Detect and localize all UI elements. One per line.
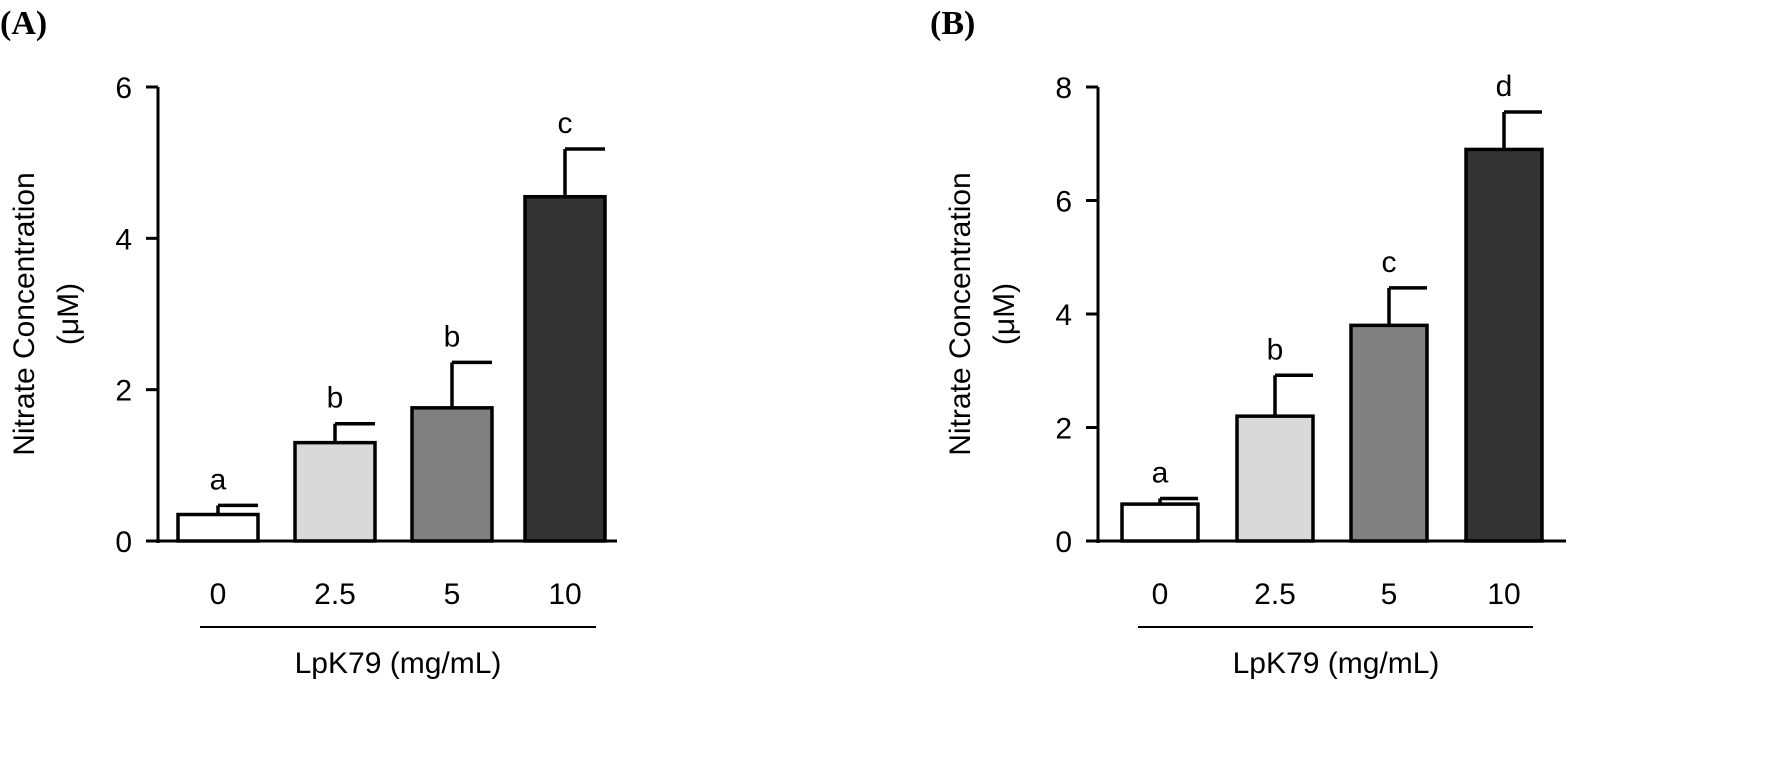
y-tick-label: 4: [1055, 299, 1072, 332]
panel-a-chart: (A) 0 2 4 6 a 0 b 2.5 b 5 c 10 Nitrate Concentration (…: [0, 5, 617, 680]
y-tick-label: 2: [1055, 413, 1072, 446]
y-tick-label: 4: [115, 223, 132, 256]
y-tick-label: 8: [1055, 72, 1072, 105]
significance-label: c: [558, 107, 573, 140]
significance-label: b: [1267, 333, 1284, 366]
x-axis-title: LpK79 (mg/mL): [1233, 647, 1440, 680]
panel-b-chart: (B) 0 2 4 6 8 a 0 b 2.5 c 5 d 10 Nitrate Concentration…: [930, 5, 1566, 680]
y-tick-label: 0: [115, 526, 132, 559]
bar: [293, 440, 377, 543]
x-tick-label: 10: [1487, 578, 1520, 611]
y-tick-label: 2: [115, 375, 132, 408]
x-tick-label: 0: [1152, 578, 1169, 611]
significance-label: a: [210, 463, 227, 496]
x-tick-label: 10: [548, 578, 581, 611]
y-axis-title: Nitrate Concentration: [8, 172, 41, 455]
significance-label: d: [1496, 70, 1513, 103]
x-tick-label: 2.5: [1254, 578, 1296, 611]
significance-label: b: [444, 320, 461, 353]
bar: [1120, 502, 1200, 543]
y-tick-label: 0: [1055, 526, 1072, 559]
x-tick-label: 0: [210, 578, 227, 611]
y-axis-unit: (μM): [52, 283, 85, 345]
panel-label: (B): [930, 5, 975, 42]
y-tick-label: 6: [1055, 186, 1072, 219]
x-tick-label: 5: [1381, 578, 1398, 611]
significance-label: c: [1382, 246, 1397, 279]
bar: [1349, 323, 1429, 543]
bar: [1235, 414, 1315, 543]
x-tick-label: 5: [444, 578, 461, 611]
significance-label: b: [327, 382, 344, 415]
y-axis-title: Nitrate Concentration: [944, 172, 977, 455]
y-axis-unit: (μM): [988, 283, 1021, 345]
y-tick-label: 6: [115, 72, 132, 105]
bar: [176, 512, 260, 543]
bar: [410, 406, 494, 543]
bar: [523, 194, 607, 543]
bar: [1464, 147, 1544, 543]
significance-label: a: [1152, 456, 1169, 489]
panel-label: (A): [0, 5, 47, 42]
x-tick-label: 2.5: [314, 578, 356, 611]
x-axis-title: LpK79 (mg/mL): [295, 647, 502, 680]
